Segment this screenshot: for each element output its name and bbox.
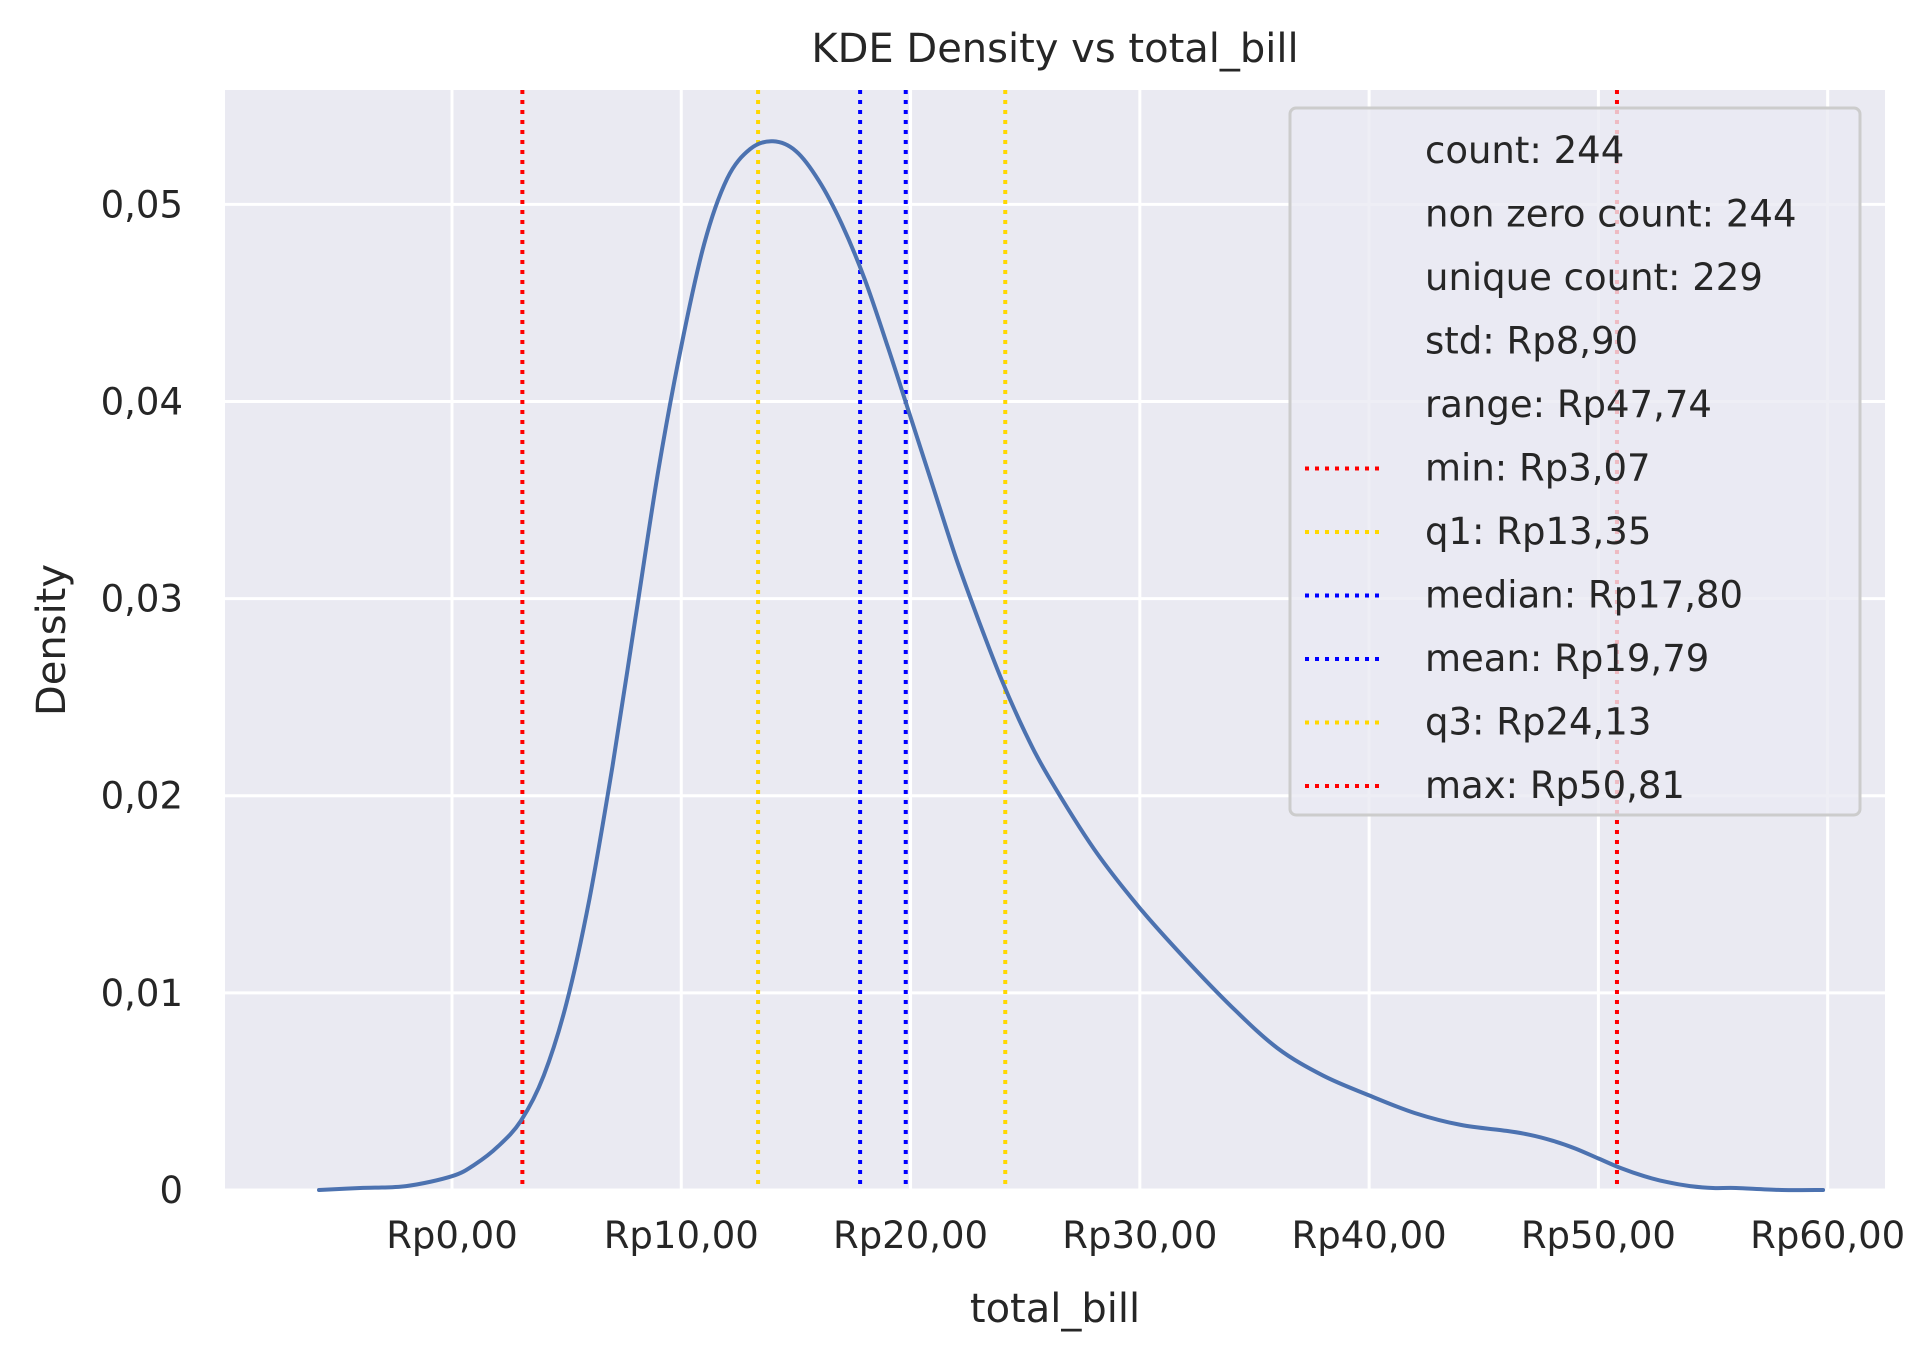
legend-entry: std: Rp8,90 <box>1425 320 1638 363</box>
x-tick-label: Rp20,00 <box>833 1214 988 1257</box>
x-tick-label: Rp40,00 <box>1292 1214 1447 1257</box>
legend-entry: min: Rp3,07 <box>1425 447 1651 490</box>
legend-entry: mean: Rp19,79 <box>1425 637 1709 680</box>
x-tick-label: Rp30,00 <box>1062 1214 1217 1257</box>
y-axis-label: Density <box>29 564 75 716</box>
legend-entry: non zero count: 244 <box>1425 193 1797 236</box>
legend-box <box>1288 106 1862 817</box>
legend-entry: q1: Rp13,35 <box>1425 510 1651 553</box>
legend-entry: median: Rp17,80 <box>1425 574 1743 617</box>
y-tick-label: 0,04 <box>101 380 183 423</box>
y-tick-label: 0,05 <box>101 183 183 226</box>
legend-entry: count: 244 <box>1425 129 1624 172</box>
x-axis-ticks: Rp0,00 Rp10,00 Rp20,00 Rp30,00 Rp40,00 Rp50,0… <box>386 1214 1905 1257</box>
x-tick-label: Rp10,00 <box>604 1214 759 1257</box>
x-tick-label: Rp50,00 <box>1521 1214 1676 1257</box>
x-tick-label: Rp60,00 <box>1750 1214 1905 1257</box>
legend-entry: range: Rp47,74 <box>1425 383 1712 426</box>
y-tick-label: 0 <box>159 1169 183 1212</box>
chart-title: KDE Density vs total_bill <box>811 26 1298 72</box>
legend: count: 244 non zero count: 244 unique coun… <box>1288 106 1862 817</box>
legend-entry: max: Rp50,81 <box>1425 764 1685 807</box>
x-axis-label: total_bill <box>970 1286 1140 1332</box>
y-tick-label: 0,02 <box>101 775 183 818</box>
y-tick-label: 0,03 <box>101 578 183 621</box>
legend-entry: unique count: 229 <box>1425 256 1763 299</box>
kde-line <box>317 139 1826 1193</box>
y-axis-ticks: 0 0,01 0,02 0,03 0,04 0,05 <box>101 183 183 1212</box>
y-tick-label: 0,01 <box>101 972 183 1015</box>
x-tick-label: Rp0,00 <box>386 1214 518 1257</box>
legend-entry: q3: Rp24,13 <box>1425 701 1651 744</box>
